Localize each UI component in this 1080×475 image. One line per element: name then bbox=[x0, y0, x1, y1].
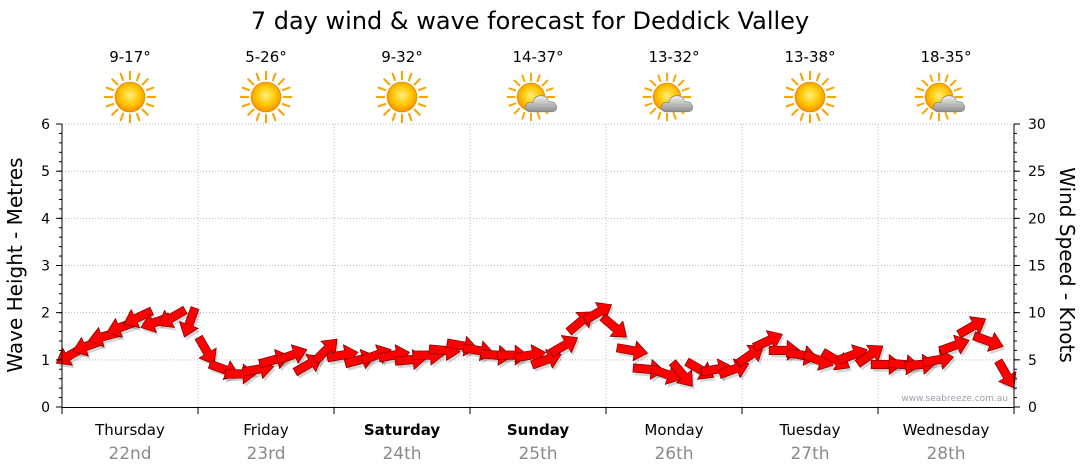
wind-arrow bbox=[599, 313, 627, 338]
wind-arrows bbox=[55, 302, 1019, 391]
day-name-label: Friday bbox=[243, 421, 289, 439]
left-tick-label: 1 bbox=[41, 353, 50, 369]
day-temperature: 9-17° bbox=[109, 48, 151, 66]
x-axis-day-labels: Thursday 22nd Friday 23rd Saturday 24th Sunday… bbox=[61, 407, 1015, 464]
day-name-label: Monday bbox=[644, 421, 703, 439]
right-tick-label: 10 bbox=[1028, 306, 1046, 322]
day-date-label: 22nd bbox=[108, 444, 151, 464]
wind-arrow bbox=[275, 344, 308, 365]
left-tick-label: 3 bbox=[41, 259, 50, 275]
wind-arrow bbox=[972, 331, 1004, 352]
day-temperature: 13-38° bbox=[784, 48, 835, 66]
right-tick-label: 20 bbox=[1028, 211, 1046, 227]
wind-arrow bbox=[548, 335, 579, 358]
wind-arrow bbox=[994, 358, 1017, 389]
day-temperature: 9-32° bbox=[381, 48, 423, 66]
left-tick-label: 5 bbox=[41, 164, 50, 180]
watermark: www.seabreeze.com.au bbox=[901, 394, 1008, 404]
wind-arrow bbox=[179, 306, 200, 338]
day-date-label: 23rd bbox=[246, 444, 285, 464]
grid-lines bbox=[62, 123, 1014, 407]
right-tick-label: 0 bbox=[1028, 400, 1037, 416]
day-date-label: 28th bbox=[926, 444, 965, 464]
day-temperature: 5-26° bbox=[245, 48, 287, 66]
partly-cloudy-icon bbox=[506, 72, 557, 122]
right-tick-label: 25 bbox=[1028, 164, 1046, 180]
left-axis-label: Wave Height - Metres bbox=[3, 157, 27, 372]
wind-arrow bbox=[921, 349, 954, 370]
day-name-label: Wednesday bbox=[903, 421, 990, 439]
day-name-label: Tuesday bbox=[778, 421, 840, 439]
wind-arrow bbox=[615, 340, 648, 362]
left-tick-label: 6 bbox=[41, 117, 50, 133]
wind-arrow bbox=[157, 305, 188, 328]
wind-arrow bbox=[938, 334, 970, 356]
right-tick-label: 15 bbox=[1028, 259, 1046, 275]
wind-arrow bbox=[480, 345, 513, 366]
day-forecast-headers: 9-17° 5-26° 9-32° 14-37° 13-32° 13-38° 18-35° bbox=[103, 48, 972, 124]
right-tick-label: 5 bbox=[1028, 353, 1037, 369]
left-tick-label: 0 bbox=[41, 400, 50, 416]
axis-ticks: 0 1 2 3 4 5 6 0 5 10 15 20 25 30 bbox=[41, 117, 1046, 416]
right-axis-label: Wind Speed - Knots bbox=[1055, 167, 1079, 363]
day-name-label: Saturday bbox=[364, 421, 441, 439]
day-date-label: 26th bbox=[654, 444, 693, 464]
left-tick-label: 4 bbox=[41, 211, 50, 227]
chart-title: 7 day wind & wave forecast for Deddick V… bbox=[251, 7, 809, 35]
day-name-label: Sunday bbox=[507, 421, 570, 439]
left-tick-label: 2 bbox=[41, 306, 50, 322]
day-date-label: 25th bbox=[518, 444, 557, 464]
day-temperature: 13-32° bbox=[648, 48, 699, 66]
day-name-label: Thursday bbox=[94, 421, 165, 439]
right-tick-label: 30 bbox=[1028, 117, 1046, 133]
wind-arrow bbox=[194, 334, 217, 365]
sun-icon bbox=[783, 70, 837, 124]
day-date-label: 24th bbox=[382, 444, 421, 464]
day-date-label: 27th bbox=[790, 444, 829, 464]
day-temperature: 18-35° bbox=[920, 48, 971, 66]
day-temperature: 14-37° bbox=[512, 48, 563, 66]
wind-arrow bbox=[668, 359, 693, 387]
sun-icon bbox=[103, 70, 157, 124]
sun-icon bbox=[239, 70, 293, 124]
wind-arrow bbox=[123, 306, 154, 329]
partly-cloudy-icon bbox=[914, 72, 965, 122]
sun-icon bbox=[375, 70, 429, 124]
partly-cloudy-icon bbox=[642, 72, 693, 122]
wind-arrow bbox=[820, 348, 851, 371]
